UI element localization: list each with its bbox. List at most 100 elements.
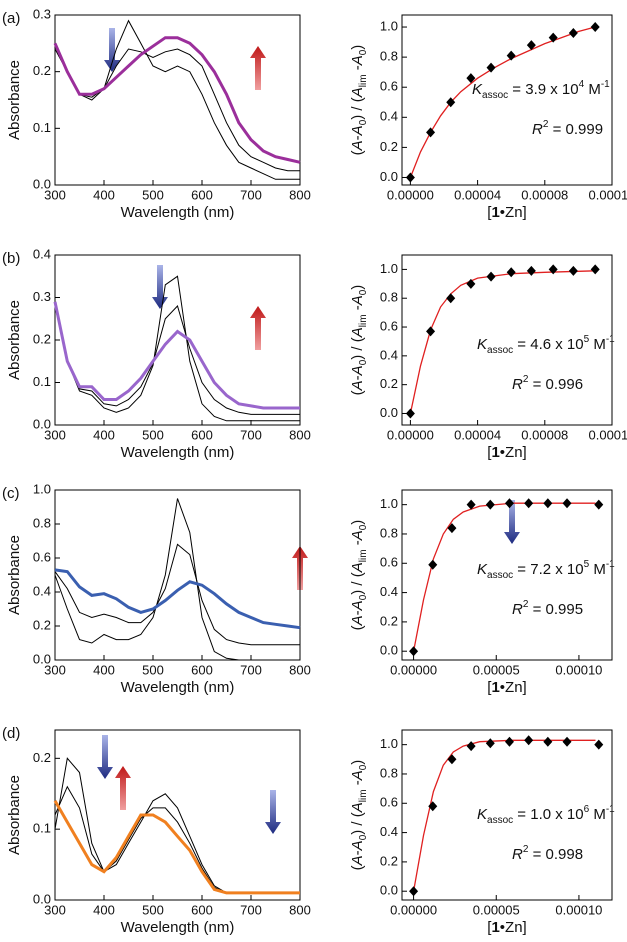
text-part: -	[349, 850, 366, 855]
data-point	[426, 326, 436, 337]
y-axis-label: Absorbance	[6, 60, 23, 140]
text-part: Absorbance	[6, 535, 23, 615]
text-part: A	[349, 600, 366, 611]
text-part: -	[349, 375, 366, 380]
text-part: lim	[358, 789, 369, 802]
y-tick-label: 0.4	[33, 583, 51, 598]
x-tick-label: 800	[289, 187, 311, 202]
text-part: Absorbance	[6, 775, 23, 855]
data-point	[594, 739, 604, 750]
text-part: 2	[523, 599, 529, 610]
x-axis-label: Wavelength (nm)	[121, 444, 235, 461]
panel-label: (b)	[2, 250, 20, 267]
x-tick-label: 500	[142, 187, 164, 202]
text-part: K	[477, 561, 488, 578]
data-point	[562, 498, 572, 509]
y-axis-label: Absorbance	[6, 775, 23, 855]
text-part: 6	[584, 804, 590, 815]
x-axis-label: Wavelength (nm)	[121, 919, 235, 936]
text-part: R	[512, 601, 523, 618]
text-part: K	[472, 81, 483, 98]
text-part: 4	[579, 79, 585, 90]
y-tick-label: 0.4	[380, 347, 398, 362]
y-tick-label: 0.6	[380, 795, 398, 810]
data-point	[486, 62, 496, 73]
text-part: A	[349, 125, 366, 136]
y-axis-label: Absorbance	[6, 300, 23, 380]
text-part: A	[349, 840, 366, 851]
text-part: assoc	[487, 815, 513, 826]
x-tick-label: 400	[93, 187, 115, 202]
data-point	[526, 40, 536, 51]
text-part: 2	[523, 844, 529, 855]
y-tick-label: 0.0	[380, 405, 398, 420]
text-part: -	[349, 305, 366, 314]
text-part: R	[532, 121, 543, 138]
text-part: ) / (	[349, 812, 366, 835]
data-point	[466, 278, 476, 289]
text-part: (	[349, 150, 366, 155]
y-tick-label: 0.1	[33, 374, 51, 389]
text-part: ) / (	[349, 97, 366, 120]
text-part: •Zn]	[500, 204, 527, 221]
fit-line	[412, 502, 596, 652]
data-point	[405, 172, 415, 183]
text-part: K	[477, 806, 488, 823]
text-part: [	[487, 679, 492, 696]
x-tick-label: 0.00005	[473, 662, 520, 677]
text-part: -	[349, 610, 366, 615]
plot-frame	[54, 254, 301, 426]
fit-line	[409, 270, 596, 414]
x-tick-label: 300	[44, 187, 66, 202]
annotation: R2 = 0.996	[512, 374, 583, 393]
y-tick-label: 0.4	[33, 246, 51, 261]
annotation: Kassoc = 1.0 x 106 M-1	[477, 804, 615, 826]
text-part: 0	[358, 49, 369, 55]
y-tick-label: 0.2	[380, 853, 398, 868]
y-tick-label: 0.0	[380, 883, 398, 898]
text-part: R	[512, 376, 523, 393]
y-tick-label: 0.6	[380, 555, 398, 570]
text-part: •Zn]	[500, 919, 527, 936]
text-part: -1	[606, 334, 615, 345]
y-tick-label: 0.3	[33, 6, 51, 21]
plot-frame	[54, 729, 301, 901]
y-axis-label: (A-A0) / (Alim -A0)	[349, 760, 369, 871]
y-tick-label: 0.0	[33, 891, 51, 906]
data-point	[524, 498, 534, 509]
x-tick-label: 700	[240, 187, 262, 202]
text-part: -1	[606, 559, 615, 570]
fit-line	[409, 26, 596, 178]
x-tick-label: 400	[93, 902, 115, 917]
text-part: -	[349, 65, 366, 74]
text-part: (	[349, 390, 366, 395]
data-point	[447, 523, 457, 534]
x-tick-label: 0.00005	[473, 902, 520, 917]
y-tick-label: 0.8	[33, 515, 51, 530]
annotation: Kassoc = 4.6 x 105 M-1	[477, 334, 615, 356]
text-part: 0	[358, 289, 369, 295]
plot-frame	[401, 729, 613, 901]
x-tick-label: 400	[93, 427, 115, 442]
text-part: 5	[584, 559, 590, 570]
x-tick-label: 400	[93, 662, 115, 677]
x-tick-label: 0.00000	[390, 662, 437, 677]
text-part: A	[349, 140, 366, 151]
y-tick-label: 1.0	[380, 18, 398, 33]
spectrum-line	[54, 568, 301, 630]
x-tick-label: 700	[240, 902, 262, 917]
data-point	[568, 28, 578, 39]
spectrum-line	[54, 303, 300, 415]
y-tick-label: 0.2	[380, 376, 398, 391]
y-tick-label: 0.6	[33, 549, 51, 564]
data-point	[548, 32, 558, 43]
text-part: 1	[491, 679, 499, 696]
x-tick-label: 700	[240, 662, 262, 677]
y-tick-label: 0.0	[33, 651, 51, 666]
data-point	[466, 741, 476, 752]
text-part: A	[349, 802, 366, 813]
spectrum-line	[53, 36, 301, 164]
text-part: = 3.9 x 10	[508, 81, 578, 98]
text-part: ) / (	[349, 337, 366, 360]
spectrum-line	[54, 785, 300, 894]
